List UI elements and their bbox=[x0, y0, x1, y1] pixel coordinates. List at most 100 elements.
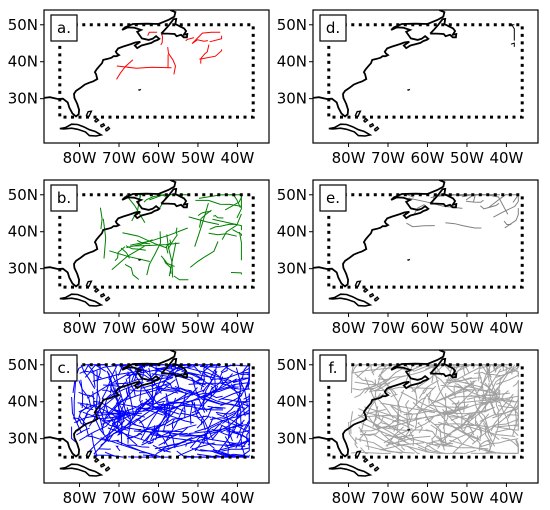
storm-track bbox=[74, 413, 116, 424]
storm-track bbox=[470, 452, 501, 454]
coastline-cuba bbox=[328, 293, 373, 307]
x-tick-label: 70W bbox=[371, 319, 405, 337]
storm-track bbox=[191, 31, 221, 44]
x-tick-label: 60W bbox=[411, 319, 445, 337]
storm-track bbox=[515, 439, 519, 454]
coastline-newfoundland bbox=[160, 17, 189, 39]
storm-track bbox=[496, 371, 519, 385]
panel-label-text: b. bbox=[57, 189, 71, 207]
panel-label: e. bbox=[319, 184, 347, 212]
storm-track bbox=[168, 397, 177, 416]
x-tick-label: 60W bbox=[411, 489, 445, 507]
storm-track bbox=[225, 442, 246, 448]
storm-track bbox=[173, 275, 189, 281]
storm-track bbox=[171, 418, 176, 429]
panel-label: b. bbox=[50, 184, 78, 212]
storm-track bbox=[213, 215, 224, 219]
storm-track bbox=[164, 383, 184, 393]
storm-track bbox=[414, 413, 418, 429]
storm-track bbox=[80, 379, 84, 409]
storm-track bbox=[165, 239, 172, 254]
storm-track bbox=[426, 441, 453, 447]
storm-track bbox=[136, 406, 175, 410]
coastline-island bbox=[85, 110, 93, 118]
storm-track bbox=[487, 389, 501, 396]
x-tick-label: 60W bbox=[142, 489, 176, 507]
storm-track bbox=[397, 437, 402, 445]
panel-label-text: a. bbox=[57, 19, 71, 37]
storm-track bbox=[470, 394, 515, 402]
coastline-island bbox=[94, 117, 100, 123]
coastline-island bbox=[373, 296, 380, 302]
storm-track bbox=[87, 364, 96, 388]
coastline-mainland bbox=[313, 180, 446, 288]
storm-track bbox=[207, 405, 224, 409]
storm-track bbox=[127, 371, 136, 397]
storm-track bbox=[370, 378, 391, 391]
storm-track bbox=[195, 199, 242, 207]
x-tick-label: 70W bbox=[371, 149, 405, 167]
storm-track bbox=[230, 383, 246, 417]
storm-track bbox=[152, 444, 171, 453]
coastline-island bbox=[369, 122, 375, 128]
panel-frame bbox=[43, 9, 270, 144]
storm-track bbox=[199, 209, 212, 228]
storm-track bbox=[105, 405, 122, 435]
storm-track bbox=[125, 378, 135, 426]
storm-track bbox=[507, 380, 519, 419]
y-tick-label: 50N bbox=[8, 16, 38, 34]
panel-label: d. bbox=[319, 14, 347, 42]
storm-track bbox=[114, 414, 130, 417]
storm-track bbox=[92, 391, 105, 436]
panel-frame bbox=[312, 349, 539, 484]
storm-track bbox=[126, 388, 131, 398]
storm-track bbox=[390, 405, 409, 421]
storm-track bbox=[450, 415, 460, 421]
storm-track bbox=[354, 373, 392, 395]
map-area bbox=[44, 10, 223, 137]
y-tick-label: 50N bbox=[277, 186, 307, 204]
storm-track bbox=[116, 403, 164, 416]
map-area bbox=[313, 10, 515, 137]
storm-track bbox=[133, 394, 154, 417]
storm-track bbox=[163, 389, 206, 406]
storm-track bbox=[116, 65, 172, 69]
storm-track bbox=[413, 203, 425, 215]
storm-track bbox=[146, 404, 167, 415]
x-tick-label: 60W bbox=[411, 149, 445, 167]
storm-track bbox=[130, 227, 188, 246]
storm-track bbox=[197, 210, 212, 217]
storm-track bbox=[375, 425, 432, 432]
storm-track bbox=[146, 389, 170, 416]
x-tick-label: 80W bbox=[63, 489, 97, 507]
panel-label: f. bbox=[319, 354, 347, 382]
storm-track bbox=[239, 231, 242, 261]
coastline bbox=[44, 350, 189, 477]
storm-track bbox=[480, 413, 511, 438]
panel-label-text: d. bbox=[326, 19, 340, 37]
storm-track bbox=[496, 393, 514, 414]
storm-track bbox=[442, 406, 464, 414]
storm-track bbox=[96, 414, 126, 420]
storm-track bbox=[235, 367, 248, 407]
storm-track bbox=[379, 373, 397, 396]
coastline-island bbox=[100, 292, 106, 298]
panel-label-text: c. bbox=[57, 359, 70, 377]
storm-track bbox=[194, 415, 241, 433]
storm-track bbox=[381, 377, 402, 414]
storm-track bbox=[354, 436, 359, 449]
storm-track bbox=[203, 394, 243, 408]
storm-track bbox=[414, 381, 421, 405]
storm-track bbox=[462, 401, 489, 434]
storm-track bbox=[146, 389, 180, 410]
storm-track bbox=[80, 404, 94, 411]
storm-track bbox=[116, 59, 134, 80]
storm-track bbox=[230, 194, 241, 208]
storm-track bbox=[209, 35, 223, 43]
storm-track bbox=[164, 394, 205, 413]
x-tick-label: 50W bbox=[181, 149, 215, 167]
storm-track bbox=[140, 402, 165, 440]
coastline-island bbox=[363, 457, 369, 463]
storm-track bbox=[447, 366, 482, 385]
storm-track bbox=[138, 194, 142, 198]
